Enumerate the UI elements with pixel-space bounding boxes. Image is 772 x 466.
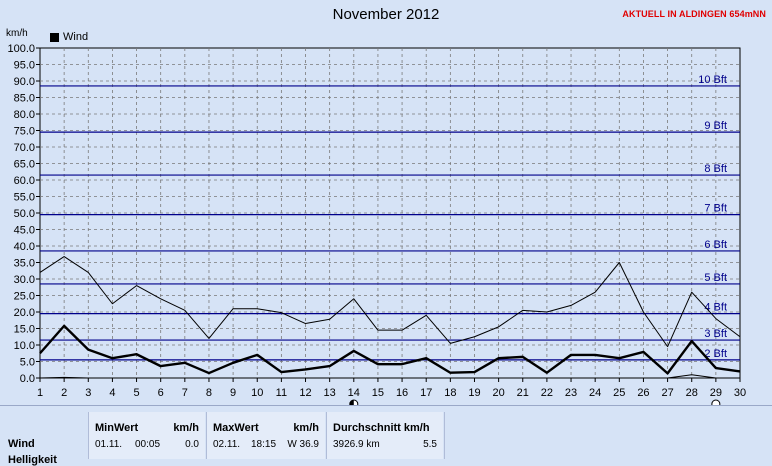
- y-tick-label: 50.0: [14, 208, 35, 220]
- beaufort-label: 6 Bft: [704, 239, 727, 251]
- x-tick-label: 11: [276, 387, 287, 399]
- empty-panel: [444, 412, 772, 459]
- beaufort-label: 7 Bft: [704, 203, 727, 215]
- y-tick-label: 20.0: [14, 307, 35, 319]
- x-tick-label: 25: [613, 387, 625, 399]
- x-tick-label: 17: [420, 387, 432, 399]
- min-panel: MinWert km/h 01.11. 00:05 0.0: [88, 412, 205, 459]
- min-unit: km/h: [173, 422, 199, 434]
- x-tick-label: 1: [37, 387, 43, 399]
- stats-footer: Wind Helligkeit MinWert km/h 01.11. 00:0…: [0, 405, 772, 459]
- beaufort-label: 5 Bft: [704, 272, 727, 284]
- max-header: MaxWert: [213, 422, 259, 434]
- y-tick-label: 60.0: [14, 175, 35, 187]
- x-tick-label: 16: [396, 387, 408, 399]
- legend: Wind: [50, 31, 88, 43]
- y-tick-label: 65.0: [14, 159, 35, 171]
- beaufort-label: 4 Bft: [704, 302, 727, 314]
- x-tick-label: 6: [158, 387, 164, 399]
- y-axis-unit: km/h: [6, 28, 28, 39]
- max-unit: km/h: [293, 422, 319, 434]
- avg-header: Durchschnitt km/h: [333, 422, 430, 434]
- x-tick-label: 12: [299, 387, 311, 399]
- y-tick-label: 55.0: [14, 192, 35, 204]
- min-time: 00:05: [135, 439, 160, 450]
- beaufort-label: 9 Bft: [704, 120, 727, 132]
- y-tick-label: 45.0: [14, 225, 35, 237]
- y-tick-label: 0.0: [20, 373, 35, 385]
- legend-swatch: [50, 33, 59, 42]
- y-tick-label: 10.0: [14, 340, 35, 352]
- beaufort-label: 3 Bft: [704, 328, 727, 340]
- beaufort-label: 8 Bft: [704, 163, 727, 175]
- x-tick-label: 21: [517, 387, 529, 399]
- y-tick-label: 35.0: [14, 258, 35, 270]
- chart-area: 0.0 5.0 10.0 15.0 20.0 25.0 30.0 35.0 40.0 45.0 50…: [0, 0, 772, 405]
- x-tick-label: 2: [61, 387, 67, 399]
- avg-distance: 3926.9 km: [333, 439, 380, 450]
- y-tick-label: 75.0: [14, 126, 35, 138]
- y-tick-label: 15.0: [14, 324, 35, 336]
- max-panel: MaxWert km/h 02.11. 18:15 W 36.9: [206, 412, 325, 459]
- y-tick-label: 100.0: [7, 43, 35, 55]
- x-tick-label: 28: [686, 387, 698, 399]
- x-tick-label: 3: [85, 387, 91, 399]
- min-value: 0.0: [185, 439, 199, 450]
- x-tick-label: 8: [206, 387, 212, 399]
- x-tick-label: 10: [251, 387, 263, 399]
- legend-label: Wind: [63, 31, 88, 43]
- max-value: W 36.9: [287, 439, 319, 450]
- station-label: AKTUELL IN ALDINGEN 654mNN: [622, 9, 766, 19]
- y-tick-label: 5.0: [20, 357, 35, 369]
- y-tick-label: 40.0: [14, 241, 35, 253]
- x-tick-label: 24: [589, 387, 601, 399]
- x-tick-label: 9: [230, 387, 236, 399]
- x-tick-label: 22: [541, 387, 553, 399]
- x-tick-label: 23: [565, 387, 577, 399]
- x-tick-label: 4: [109, 387, 115, 399]
- y-tick-label: 85.0: [14, 93, 35, 105]
- x-tick-label: 20: [492, 387, 504, 399]
- min-date: 01.11.: [95, 439, 122, 450]
- y-tick-label: 25.0: [14, 291, 35, 303]
- wind-chart: 0.0 5.0 10.0 15.0 20.0 25.0 30.0 35.0 40.0 45.0 50…: [0, 0, 772, 405]
- x-tick-label: 18: [444, 387, 456, 399]
- x-tick-label: 30: [734, 387, 746, 399]
- y-tick-label: 90.0: [14, 76, 35, 88]
- stats-row-label: Wind: [8, 438, 35, 450]
- x-tick-label: 27: [661, 387, 673, 399]
- stats-row-label-2: Helligkeit: [8, 454, 57, 466]
- min-header: MinWert: [95, 422, 138, 434]
- x-tick-label: 26: [637, 387, 649, 399]
- beaufort-label: 10 Bft: [698, 74, 727, 86]
- x-tick-label: 5: [133, 387, 139, 399]
- avg-value: 5.5: [423, 439, 437, 450]
- x-tick-label: 7: [182, 387, 188, 399]
- x-tick-label: 15: [372, 387, 384, 399]
- y-tick-label: 30.0: [14, 274, 35, 286]
- y-tick-label: 95.0: [14, 60, 35, 72]
- avg-panel: Durchschnitt km/h 3926.9 km 5.5: [326, 412, 443, 459]
- y-tick-label: 80.0: [14, 109, 35, 121]
- max-date: 02.11.: [213, 439, 240, 450]
- x-tick-label: 29: [710, 387, 722, 399]
- x-tick-label: 13: [324, 387, 336, 399]
- x-tick-label: 14: [348, 387, 360, 399]
- y-tick-label: 70.0: [14, 142, 35, 154]
- x-tick-label: 19: [468, 387, 480, 399]
- max-time: 18:15: [251, 439, 276, 450]
